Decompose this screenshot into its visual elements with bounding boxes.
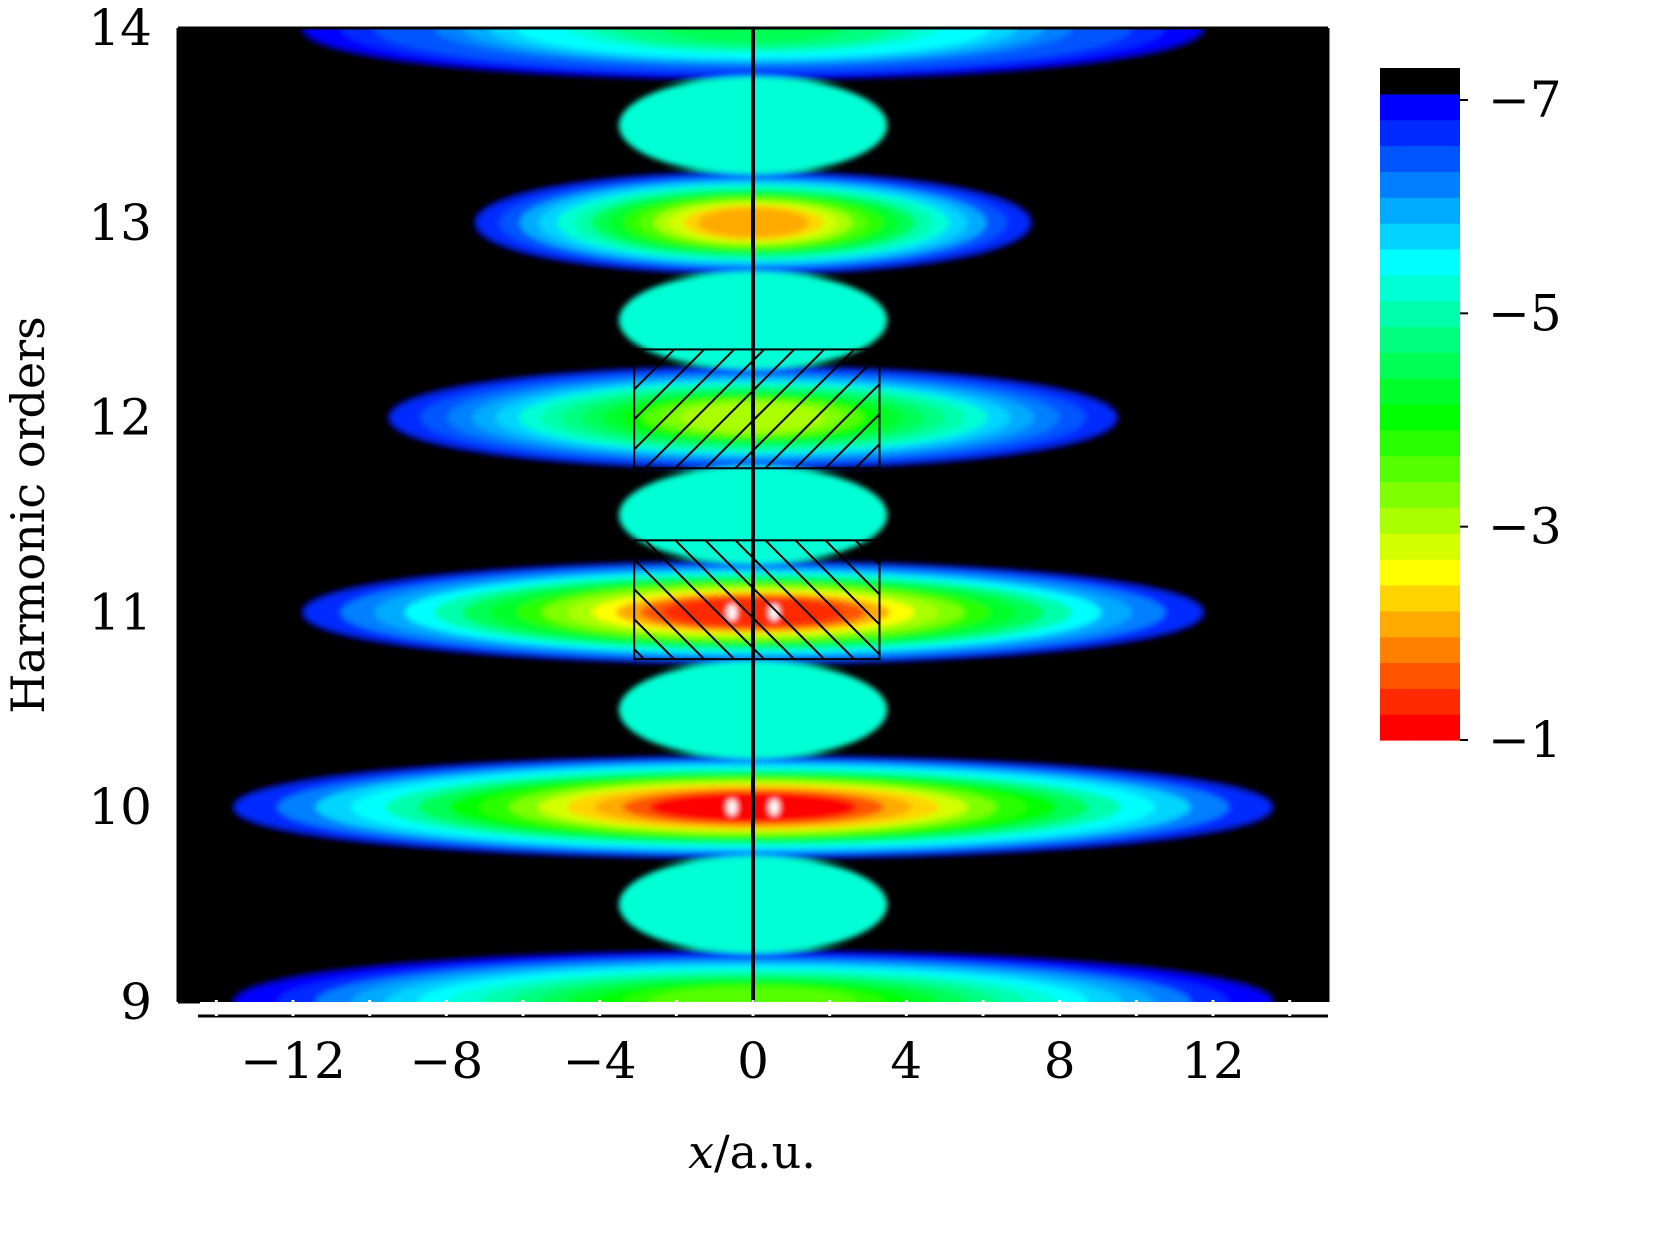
hatch-line (764, 540, 880, 656)
hatched-regions (633, 348, 881, 661)
hatch-line (634, 617, 675, 660)
x-tick-label: −8 (409, 1032, 483, 1090)
hatched-region-border (633, 348, 881, 470)
hatched-region-border (633, 539, 881, 661)
colorbar-segment (1380, 559, 1460, 586)
y-tick-label: 12 (88, 389, 152, 447)
y-tick-label: 13 (88, 194, 152, 252)
hatch-line (634, 349, 675, 391)
x-tick-label: 0 (737, 1032, 769, 1090)
hatch-line (824, 540, 880, 596)
plot-area (176, 26, 1330, 1018)
y-tick-label: 9 (120, 973, 152, 1031)
hatch-line (644, 349, 765, 469)
hatch-line (794, 382, 880, 469)
colorbar-segment (1380, 662, 1460, 689)
y-tick-label: 14 (88, 0, 152, 57)
colorbar-segment (1380, 481, 1460, 508)
colorbar-segment (1380, 274, 1460, 302)
y-axis: 9 10 11 12 13 14 (88, 0, 200, 1031)
peak-spot (726, 799, 737, 816)
colorbar-segment (1380, 507, 1460, 534)
hatch-line (634, 587, 705, 660)
hatch-line (854, 540, 880, 566)
x-axis-label: x/a.u. (688, 1125, 816, 1179)
colorbar-tick-label: −3 (1488, 498, 1562, 556)
hatch-line (854, 442, 880, 469)
colorbar-segment (1380, 300, 1460, 328)
x-tick-label: 8 (1044, 1032, 1076, 1090)
x-axis: −12 −8 −4 0 4 8 12 (214, 1000, 1292, 1090)
colorbar-segment (1380, 68, 1460, 95)
hatch-line (674, 349, 795, 469)
x-tick-label: −4 (563, 1032, 637, 1090)
hatch-line (704, 349, 825, 469)
x-tick-label: 12 (1181, 1032, 1245, 1090)
hatched-region-1 (633, 348, 881, 470)
peak-spot (726, 604, 737, 621)
harmonic-band-14 (254, 28, 1252, 82)
colorbar-segment (1380, 223, 1460, 250)
peak-spot (769, 604, 780, 621)
harmonic-band-9 (178, 948, 1328, 1002)
colorbar-segment (1380, 404, 1460, 431)
colorbar-segment (1380, 352, 1460, 379)
hatch-line (634, 349, 705, 421)
colorbar-segment (1380, 93, 1460, 121)
hatch-line (824, 412, 880, 469)
colorbar-segment (1380, 688, 1460, 715)
hatch-line (674, 540, 795, 660)
peak-spot (769, 799, 780, 816)
colorbar-segment (1380, 145, 1460, 172)
hatch-line (794, 540, 880, 626)
colorbar-segment (1380, 533, 1460, 560)
hatch-line (644, 540, 765, 660)
y-axis-label: Harmonic orders (1, 316, 55, 714)
colorbar-segment (1380, 610, 1460, 638)
x-tick-label: −12 (240, 1032, 346, 1090)
y-tick-label: 11 (88, 583, 152, 641)
colorbar-segment (1380, 248, 1460, 276)
colorbar-tick-label: −1 (1488, 711, 1562, 769)
x-tick-label: 4 (890, 1032, 922, 1090)
colorbar-segment (1380, 378, 1460, 405)
colorbar-tick-label: −7 (1488, 71, 1562, 129)
colorbar-segment (1380, 455, 1460, 483)
hatch-line (764, 352, 880, 469)
hatch-line (734, 349, 855, 469)
colorbar: −7 −5 −3 −1 (1380, 68, 1562, 769)
colorbar-segment (1380, 636, 1460, 664)
colorbar-segment (1380, 119, 1460, 147)
hatch-line (734, 540, 855, 660)
colorbar-segment (1380, 197, 1460, 224)
hatched-region-2 (633, 539, 881, 661)
colorbar-segment (1380, 171, 1460, 198)
hatch-line (704, 540, 825, 660)
colorbar-segment (1380, 584, 1460, 612)
colorbar-segment (1380, 714, 1460, 741)
colorbar-tick-label: −5 (1488, 284, 1562, 342)
y-tick-label: 10 (88, 778, 152, 836)
colorbar-segment (1380, 429, 1460, 457)
colorbar-segment (1380, 326, 1460, 353)
